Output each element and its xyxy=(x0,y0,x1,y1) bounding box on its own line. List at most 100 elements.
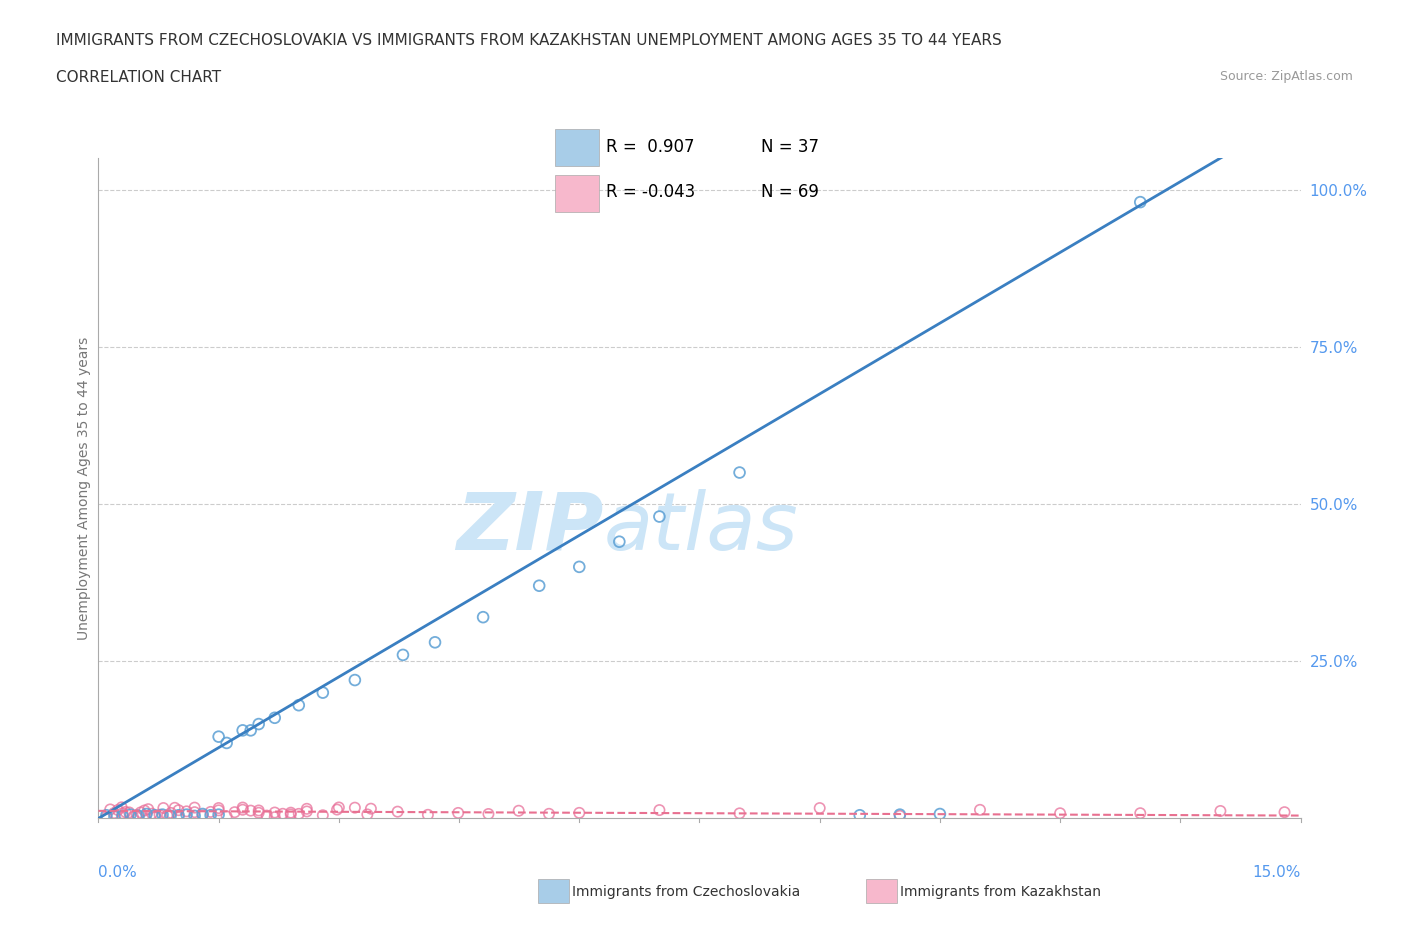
Point xyxy=(295,802,318,817)
Point xyxy=(156,808,179,823)
Point xyxy=(224,804,246,819)
Point xyxy=(208,801,231,816)
Point xyxy=(295,804,318,819)
Point xyxy=(191,808,214,823)
Point xyxy=(849,808,872,823)
Text: Immigrants from Kazakhstan: Immigrants from Kazakhstan xyxy=(900,884,1101,899)
Point xyxy=(114,804,136,819)
Point xyxy=(387,804,409,819)
Point xyxy=(609,534,631,549)
Point xyxy=(183,808,205,823)
Point xyxy=(96,809,118,824)
Point xyxy=(247,717,270,732)
Point xyxy=(568,805,591,820)
Point xyxy=(477,806,499,821)
Point xyxy=(208,807,231,822)
Text: CORRELATION CHART: CORRELATION CHART xyxy=(56,70,221,85)
Text: 0.0%: 0.0% xyxy=(98,865,138,880)
Point xyxy=(111,806,134,821)
Point xyxy=(200,808,222,823)
Y-axis label: Unemployment Among Ages 35 to 44 years: Unemployment Among Ages 35 to 44 years xyxy=(77,337,91,640)
Point xyxy=(416,807,439,822)
Point xyxy=(356,807,378,822)
Point xyxy=(215,809,238,824)
Point xyxy=(128,808,150,823)
Point xyxy=(215,736,238,751)
Point xyxy=(360,802,382,817)
Point xyxy=(103,805,125,820)
Point xyxy=(343,800,366,815)
Point xyxy=(537,806,560,821)
Point xyxy=(159,808,181,823)
Point xyxy=(128,810,150,825)
Point xyxy=(160,805,183,820)
FancyBboxPatch shape xyxy=(555,128,599,166)
Point xyxy=(648,509,671,524)
Point xyxy=(232,800,254,815)
Point xyxy=(271,806,294,821)
Point xyxy=(889,808,911,823)
Point xyxy=(183,804,205,819)
Point xyxy=(232,723,254,737)
Point xyxy=(889,807,911,822)
Point xyxy=(122,809,145,824)
Point xyxy=(423,635,446,650)
Text: atlas: atlas xyxy=(603,489,799,567)
Point xyxy=(208,729,231,744)
Point xyxy=(232,803,254,817)
Point xyxy=(256,808,278,823)
Point xyxy=(263,711,285,725)
Point xyxy=(929,806,952,821)
Point xyxy=(312,685,335,700)
Point xyxy=(120,807,142,822)
Point xyxy=(98,802,121,817)
Point xyxy=(141,806,163,821)
Point xyxy=(312,808,335,823)
Point xyxy=(152,807,174,822)
Point xyxy=(263,810,285,825)
Point xyxy=(288,698,311,712)
Point xyxy=(145,810,167,825)
Point xyxy=(1129,805,1152,820)
FancyBboxPatch shape xyxy=(555,175,599,212)
Point xyxy=(239,804,262,818)
Point xyxy=(728,806,751,821)
Text: Immigrants from Czechoslovakia: Immigrants from Czechoslovakia xyxy=(572,884,800,899)
Text: ZIP: ZIP xyxy=(456,489,603,567)
Point xyxy=(239,723,262,737)
Point xyxy=(167,803,190,817)
Point xyxy=(392,647,415,662)
Point xyxy=(96,808,118,823)
Point xyxy=(191,806,214,821)
Point xyxy=(200,804,222,819)
Point xyxy=(1129,194,1152,209)
Text: N = 69: N = 69 xyxy=(761,183,818,201)
Point xyxy=(167,808,190,823)
Point xyxy=(111,800,134,815)
Point xyxy=(183,800,205,815)
Point xyxy=(129,805,152,820)
Point xyxy=(247,803,270,817)
Point xyxy=(648,803,671,817)
Point xyxy=(103,809,125,824)
Point xyxy=(343,672,366,687)
Point xyxy=(163,801,186,816)
Point xyxy=(208,803,231,817)
Point xyxy=(136,802,159,817)
Text: Source: ZipAtlas.com: Source: ZipAtlas.com xyxy=(1219,70,1353,83)
Point xyxy=(107,803,129,817)
Point xyxy=(472,610,495,625)
Point xyxy=(263,805,285,820)
Point xyxy=(1049,805,1071,820)
Point xyxy=(1209,804,1232,818)
Point xyxy=(447,805,470,820)
Point xyxy=(118,805,141,820)
Point xyxy=(568,560,591,575)
Point xyxy=(143,808,166,823)
Point xyxy=(288,806,311,821)
Point xyxy=(149,807,172,822)
Point xyxy=(728,465,751,480)
Point xyxy=(143,809,166,824)
Point xyxy=(176,804,198,818)
Point xyxy=(808,801,831,816)
